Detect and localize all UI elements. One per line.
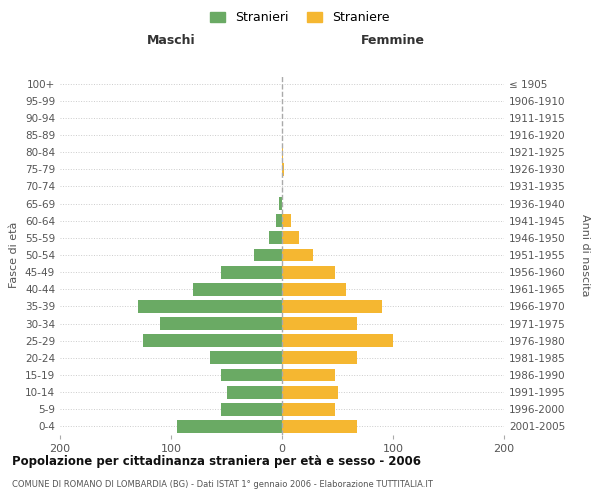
Bar xyxy=(221,403,282,415)
Text: Femmine: Femmine xyxy=(361,34,425,48)
Bar xyxy=(282,334,393,347)
Bar xyxy=(282,146,283,158)
Text: Anni di nascita: Anni di nascita xyxy=(580,214,590,296)
Bar xyxy=(282,283,346,296)
Bar xyxy=(210,352,282,364)
Bar xyxy=(176,420,282,433)
Bar xyxy=(282,248,313,262)
Bar xyxy=(193,283,282,296)
Bar xyxy=(282,403,335,415)
Bar xyxy=(227,386,282,398)
Text: Popolazione per cittadinanza straniera per età e sesso - 2006: Popolazione per cittadinanza straniera p… xyxy=(12,455,421,468)
Text: COMUNE DI ROMANO DI LOMBARDIA (BG) - Dati ISTAT 1° gennaio 2006 - Elaborazione T: COMUNE DI ROMANO DI LOMBARDIA (BG) - Dat… xyxy=(12,480,433,489)
Bar xyxy=(282,368,335,382)
Bar xyxy=(282,232,299,244)
Bar xyxy=(282,352,358,364)
Legend: Stranieri, Straniere: Stranieri, Straniere xyxy=(205,6,395,29)
Bar xyxy=(282,214,291,227)
Bar xyxy=(160,317,282,330)
Bar xyxy=(138,300,282,313)
Bar xyxy=(143,334,282,347)
Bar xyxy=(282,163,284,175)
Bar xyxy=(282,300,382,313)
Y-axis label: Fasce di età: Fasce di età xyxy=(10,222,19,288)
Text: Maschi: Maschi xyxy=(146,34,196,48)
Bar xyxy=(282,317,358,330)
Bar xyxy=(269,232,282,244)
Bar xyxy=(221,266,282,278)
Bar xyxy=(254,248,282,262)
Bar xyxy=(282,386,337,398)
Bar xyxy=(277,214,282,227)
Bar xyxy=(221,368,282,382)
Bar xyxy=(282,266,335,278)
Bar xyxy=(282,420,358,433)
Bar xyxy=(278,197,282,210)
